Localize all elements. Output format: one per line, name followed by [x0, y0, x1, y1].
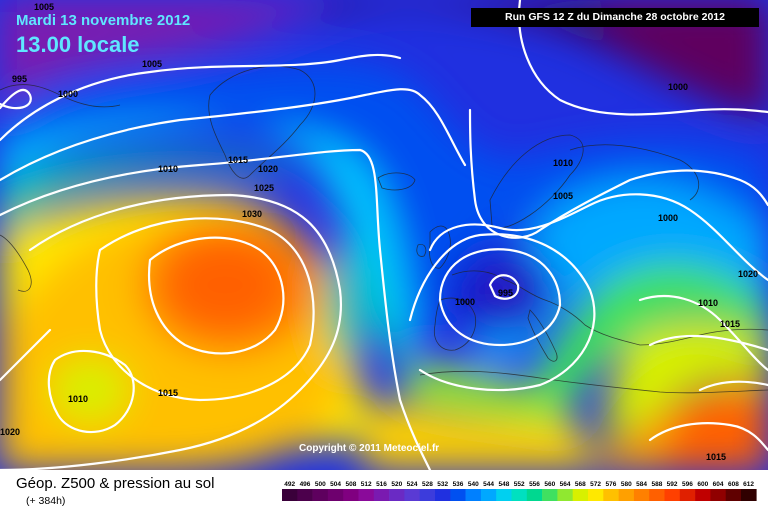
- map-subtitle: (+ 384h): [26, 495, 66, 507]
- scale-label: 548: [498, 481, 509, 488]
- isobar-label: 1020: [0, 427, 20, 437]
- isobar-label: 1015: [158, 388, 178, 398]
- scale-label: 612: [743, 481, 754, 488]
- map-title: Géop. Z500 & pression au sol: [16, 475, 215, 492]
- scale-swatch: [404, 489, 420, 501]
- scale-label: 600: [697, 481, 708, 488]
- color-scale: 492 496 500 504 508 512 516 520 524 528 532 536 540 5…: [282, 481, 757, 501]
- isobar-label: 1015: [706, 452, 726, 462]
- scale-swatch: [588, 489, 604, 501]
- isobar-label: 1025: [254, 183, 274, 193]
- scale-label: 492: [284, 481, 295, 488]
- scale-label: 500: [315, 481, 326, 488]
- scale-swatch: [679, 489, 696, 501]
- isobar-label: 1005: [553, 191, 573, 201]
- isobar-label: 1005: [142, 59, 162, 69]
- scale-swatch: [725, 489, 742, 501]
- forecast-time: 13.00 locale: [16, 32, 140, 57]
- isobar-label: 1000: [58, 89, 78, 99]
- scale-swatch: [358, 489, 375, 501]
- scale-label: 516: [376, 481, 387, 488]
- isobar-label: 1010: [68, 394, 88, 404]
- scale-label: 552: [514, 481, 525, 488]
- isobar-label: 1030: [242, 209, 262, 219]
- scale-swatch: [419, 489, 436, 501]
- isobar-label: 1015: [228, 155, 248, 165]
- scale-label: 564: [560, 481, 571, 488]
- scale-label: 596: [682, 481, 693, 488]
- scale-label: 556: [529, 481, 540, 488]
- scale-label: 580: [621, 481, 632, 488]
- isobar-label: 1010: [553, 158, 573, 168]
- geopotential-field: [0, 0, 768, 470]
- scale-label: 496: [300, 481, 311, 488]
- scale-label: 504: [330, 481, 341, 488]
- scale-label: 524: [407, 481, 418, 488]
- scale-swatch: [282, 489, 298, 501]
- scale-label: 572: [590, 481, 601, 488]
- isobar-label: 1015: [720, 319, 740, 329]
- scale-label: 508: [345, 481, 356, 488]
- scale-label: 560: [544, 481, 555, 488]
- weather-map: 1005 995 1000 1005 1010 1015 1020 1025 1…: [0, 0, 768, 470]
- scale-label: 604: [713, 481, 724, 488]
- scale-swatch: [343, 489, 359, 501]
- scale-swatch: [710, 489, 726, 501]
- scale-swatch: [435, 489, 451, 501]
- scale-label: 536: [453, 481, 464, 488]
- scale-swatch: [511, 489, 528, 501]
- isobar-label: 1010: [158, 164, 178, 174]
- isobar-label: 1000: [658, 213, 678, 223]
- isobar-label: 1005: [34, 2, 54, 12]
- scale-swatch: [695, 489, 711, 501]
- isobar-label: 1000: [668, 82, 688, 92]
- scale-swatch: [633, 489, 650, 501]
- scale-swatch: [373, 489, 390, 501]
- scale-label: 520: [391, 481, 402, 488]
- scale-swatch: [557, 489, 573, 501]
- scale-swatch: [618, 489, 635, 501]
- scale-label: 544: [483, 481, 494, 488]
- scale-label: 592: [667, 481, 678, 488]
- scale-label: 532: [437, 481, 448, 488]
- scale-label: 588: [651, 481, 662, 488]
- scale-swatch: [572, 489, 589, 501]
- scale-label: 540: [468, 481, 479, 488]
- forecast-date: Mardi 13 novembre 2012: [16, 12, 191, 29]
- scale-swatch: [297, 489, 313, 501]
- scale-label: 584: [636, 481, 647, 488]
- scale-swatch: [526, 489, 543, 501]
- run-info: Run GFS 12 Z du Dimanche 28 octobre 2012: [471, 8, 759, 27]
- scale-swatch: [327, 489, 344, 501]
- isobar-label: 1020: [738, 269, 758, 279]
- copyright-text: Copyright © 2011 Meteociel.fr: [299, 443, 440, 454]
- scale-swatch: [542, 489, 558, 501]
- isobar-label: 995: [12, 74, 27, 84]
- isobar-label: 995: [498, 288, 513, 298]
- scale-label: 568: [575, 481, 586, 488]
- isobars: [0, 0, 768, 470]
- isobar-label: 1010: [698, 298, 718, 308]
- scale-swatch: [312, 489, 329, 501]
- scale-swatch: [480, 489, 497, 501]
- isobar-label: 1020: [258, 164, 278, 174]
- scale-label: 528: [422, 481, 433, 488]
- scale-swatch: [741, 489, 757, 501]
- isobar-labels: 1005 995 1000 1005 1010 1015 1020 1025 1…: [0, 2, 758, 462]
- scale-label: 576: [605, 481, 616, 488]
- map-svg: 1005 995 1000 1005 1010 1015 1020 1025 1…: [0, 0, 768, 470]
- scale-swatch: [389, 489, 405, 501]
- isobar-label: 1000: [455, 297, 475, 307]
- scale-swatch: [603, 489, 619, 501]
- scale-swatch: [664, 489, 681, 501]
- scale-swatch: [649, 489, 665, 501]
- scale-swatch: [496, 489, 512, 501]
- scale-label: 512: [361, 481, 372, 488]
- scale-swatch: [450, 489, 466, 501]
- scale-swatch: [465, 489, 482, 501]
- scale-label: 608: [728, 481, 739, 488]
